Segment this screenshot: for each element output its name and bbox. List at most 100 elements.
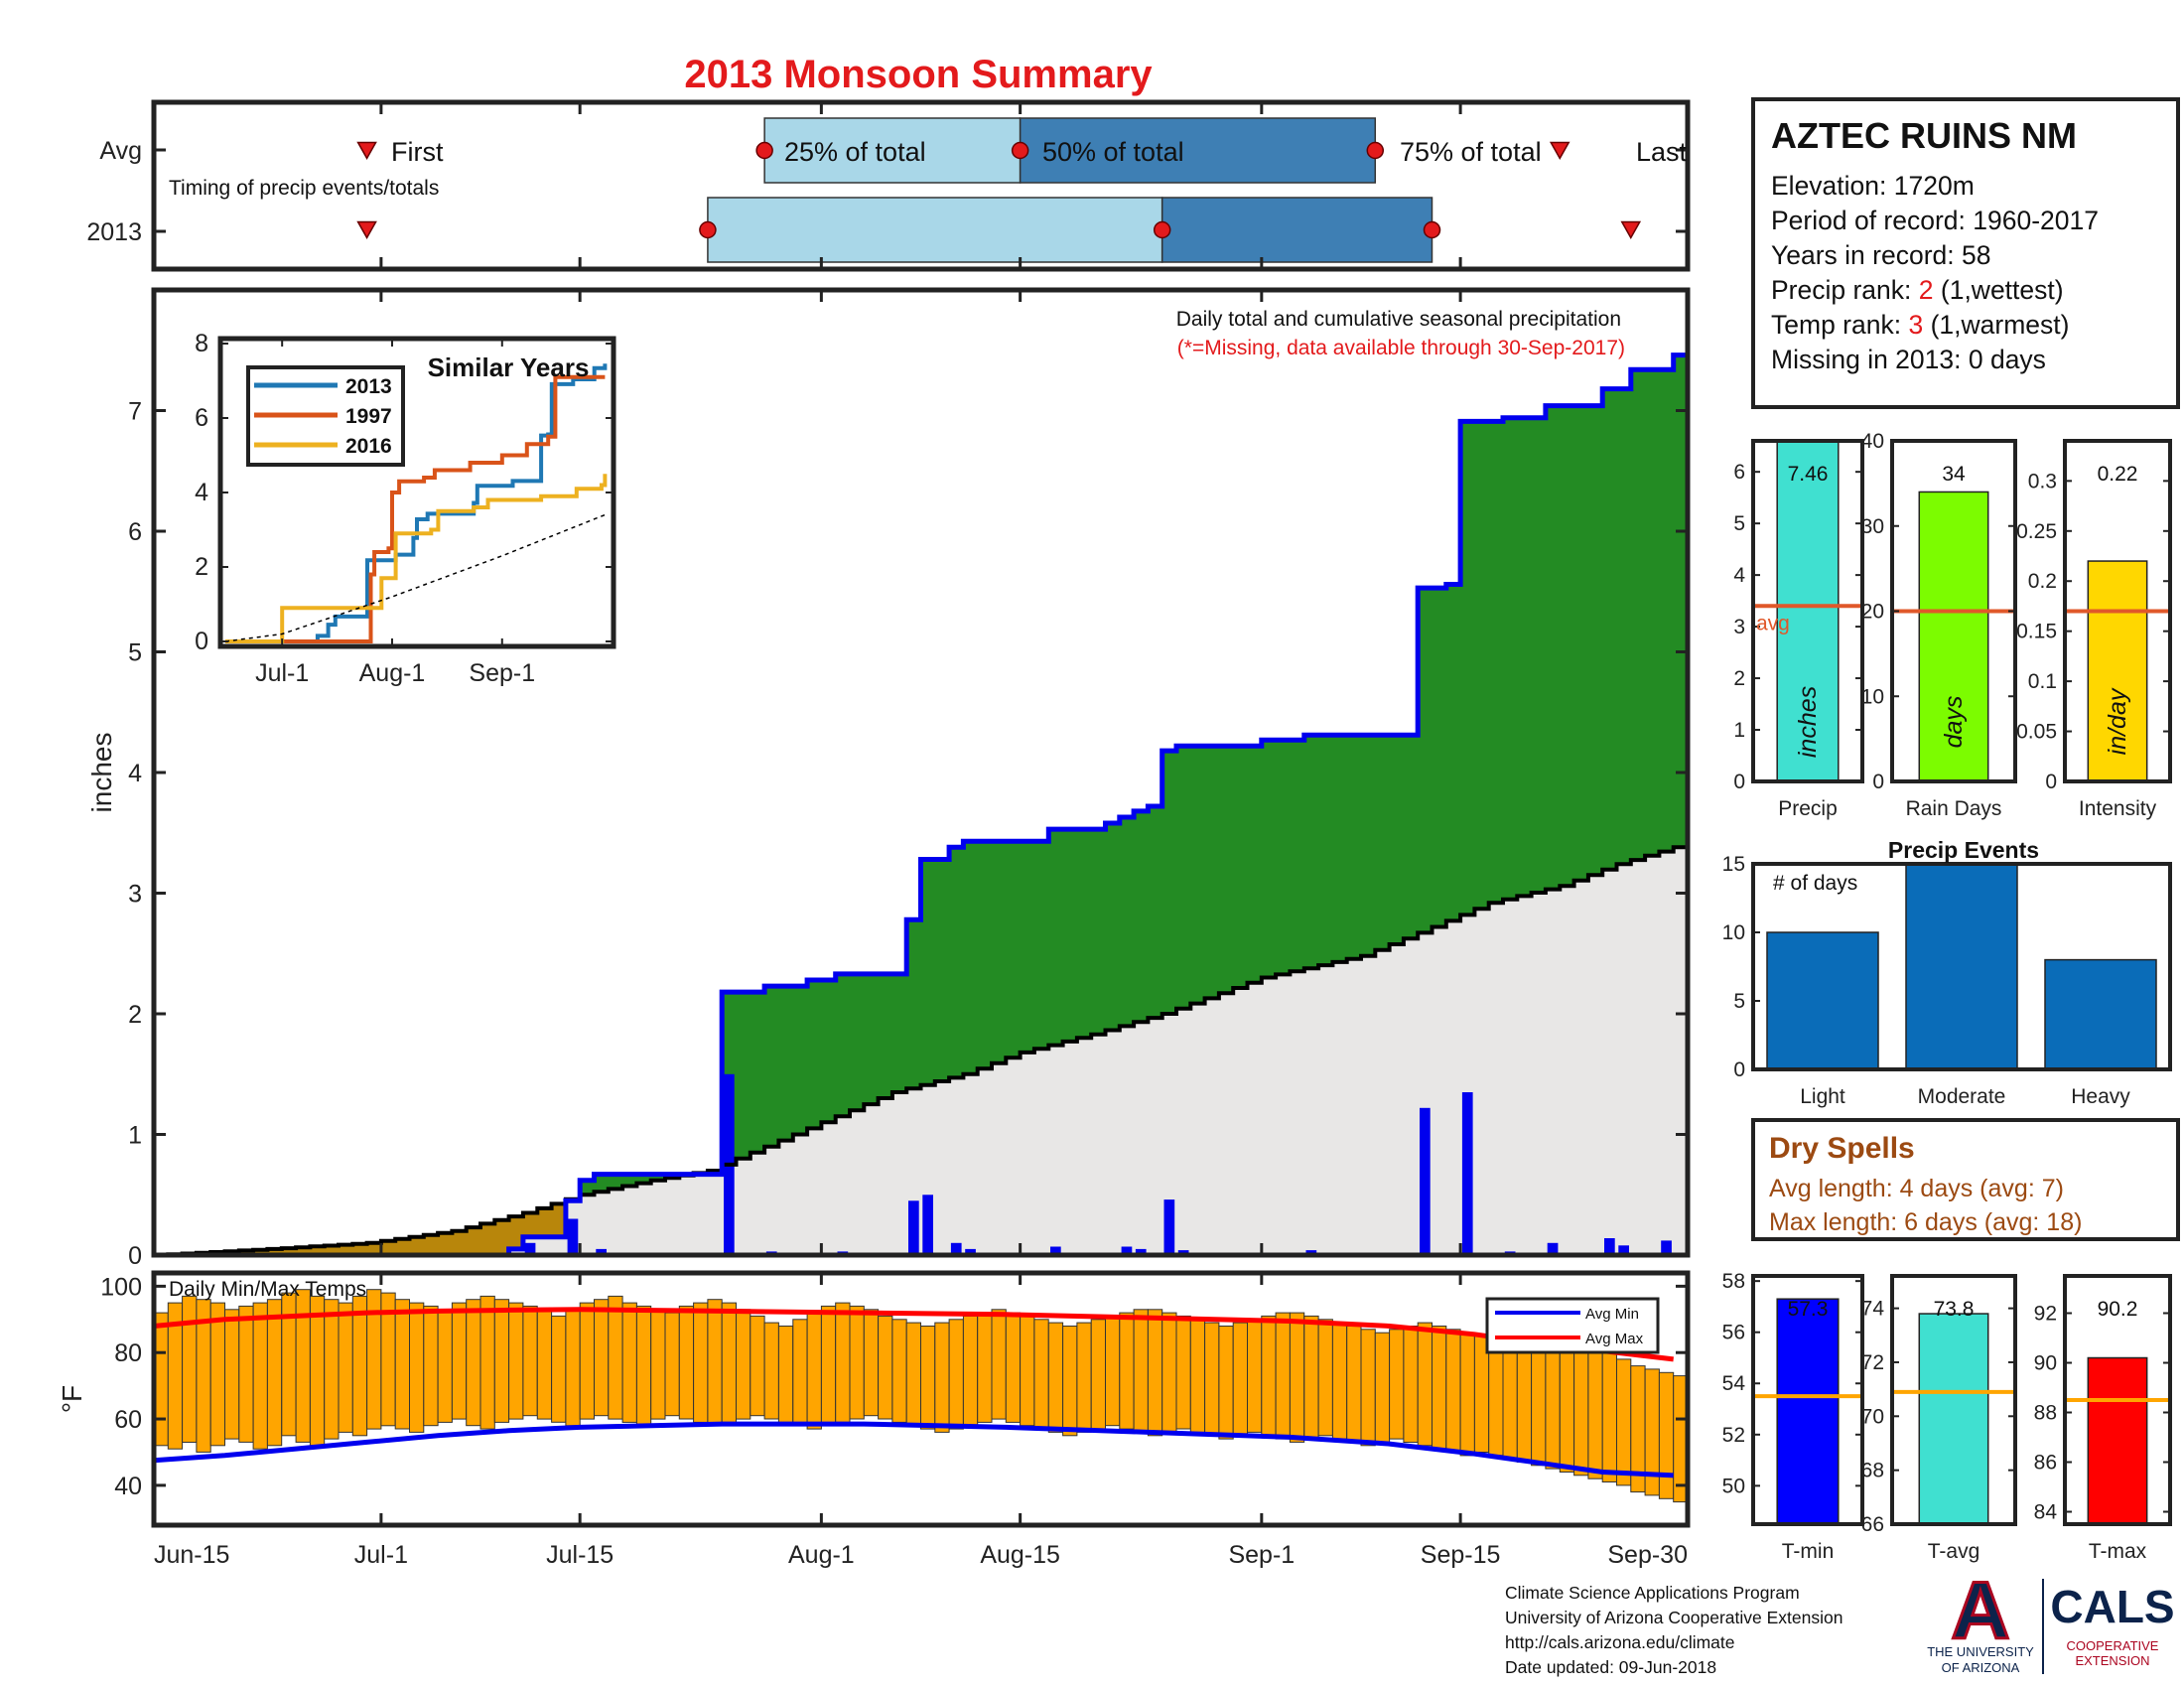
temp-ytick-label-80: 80 <box>114 1339 142 1367</box>
precip-missing-note: (*=Missing, data available through 30-Se… <box>1177 337 1625 359</box>
inset-title: Similar Years <box>428 352 590 382</box>
precip-panel-value-label: 7.46 <box>1788 463 1829 486</box>
temp-min-panel-ytick-label-52: 52 <box>1722 1424 1745 1447</box>
precip-panel-ytick-label-0: 0 <box>1733 771 1745 793</box>
inset-series-avg <box>224 513 606 642</box>
avg-p25-p50-box <box>763 117 1022 184</box>
temp-range-bar-39 <box>707 1299 723 1427</box>
temp-range-bar-29 <box>565 1309 581 1427</box>
event-bar-moderate <box>1905 863 2018 1070</box>
avg-p50-p75-box <box>1019 117 1377 184</box>
temp-max-panel-frame <box>2063 1274 2172 1526</box>
temp-range-bar-45 <box>792 1319 808 1427</box>
temp-range-bar-54 <box>920 1326 936 1430</box>
temp-range-bar-30 <box>579 1302 596 1420</box>
temp-range-bar-20 <box>437 1309 453 1423</box>
station-temp-rank: Temp rank: 3 (1,warmest) <box>1771 308 2160 343</box>
legend-label-1997: 1997 <box>345 405 392 428</box>
temp-range-bar-81 <box>1303 1315 1319 1440</box>
inset-ytick-label-2: 2 <box>195 553 208 581</box>
cals-logo-line2: EXTENSION <box>2075 1653 2149 1668</box>
precip-panel-ytick-label-6: 6 <box>1733 461 1745 484</box>
station-info-box: AZTEC RUINS NM Elevation: 1720m Period o… <box>1751 97 2180 409</box>
y2013-last-marker <box>1620 220 1642 240</box>
temp-range-bar-32 <box>608 1295 623 1420</box>
temp-y-ticks: 40 60 80 100 <box>100 1273 1688 1500</box>
credits-line-4: Date updated: 09-Jun-2018 <box>1505 1657 1717 1677</box>
temp-range-bar-61 <box>1020 1315 1035 1427</box>
below-average-area <box>168 1198 581 1255</box>
inset-series-2016 <box>225 474 608 643</box>
credits-line-3[interactable]: http://cals.arizona.edu/climate <box>1505 1632 1735 1652</box>
temp-range-bar-41 <box>736 1309 751 1420</box>
temp-range-bar-101 <box>1587 1348 1603 1479</box>
ua-logo-line2: OF ARIZONA <box>1942 1660 2020 1675</box>
precip-panel-ytick-label-5: 5 <box>1733 512 1745 535</box>
temp-range-bar-33 <box>621 1302 637 1423</box>
temp-min-panel-value-label: 57.3 <box>1788 1298 1829 1321</box>
temp-range-bar-72 <box>1175 1315 1191 1430</box>
temp-range-bar-98 <box>1545 1338 1561 1470</box>
temp-legend-box <box>1485 1297 1660 1354</box>
precip-ytick-label-7: 7 <box>128 398 142 426</box>
raindays-panel-unit-label: days <box>1940 696 1968 749</box>
precip-panel-frame <box>1751 439 1864 783</box>
inset-ytick-label-6: 6 <box>195 404 208 432</box>
temp-range-bar-34 <box>635 1305 652 1427</box>
temp-range-bar-59 <box>991 1309 1007 1420</box>
temp-min-panel-ytick-label-50: 50 <box>1722 1475 1745 1497</box>
precip-events-y-label: # of days <box>1773 872 1857 895</box>
date-tick-label-1: Jul-1 <box>354 1541 408 1569</box>
intensity-panel-ytick-label-0.05: 0.05 <box>2016 721 2057 744</box>
credits-block: Climate Science Applications Program Uni… <box>1505 1581 1843 1680</box>
temp-max-panel-value-label: 90.2 <box>2098 1298 2138 1321</box>
temp-avg-panel-frame <box>1890 1274 2017 1526</box>
intensity-panel-frame <box>2063 439 2172 783</box>
temp-range-bar-87 <box>1389 1329 1405 1440</box>
temp-range-bar-102 <box>1601 1351 1617 1482</box>
temp-range-bar-5 <box>224 1309 240 1440</box>
avg-min-line <box>153 1421 1674 1478</box>
cals-logo-line1: COOPERATIVE <box>2067 1638 2159 1653</box>
temp-range-bar-49 <box>849 1305 865 1420</box>
temp-range-bar-96 <box>1516 1338 1533 1464</box>
dry-spells-max-length: Max length: 6 days (avg: 18) <box>1769 1208 2083 1236</box>
intensity-panel-ytick-label-0.2: 0.2 <box>2028 570 2057 593</box>
temp-range-bar-92 <box>1459 1332 1475 1457</box>
temp-panel: 40 60 80 100 °F Daily Min/Max Temps Avg Min… <box>57 1270 1691 1528</box>
temp-range-bar-63 <box>1047 1322 1064 1433</box>
temp-range-bar-76 <box>1232 1322 1248 1437</box>
credits-line-1: Climate Science Applications Program <box>1505 1583 1800 1603</box>
dry-spells-avg-length: Avg length: 4 days (avg: 7) <box>1769 1175 2064 1202</box>
temp-range-bar-69 <box>1133 1309 1149 1434</box>
temp-range-bar-67 <box>1105 1315 1121 1427</box>
avg-max-label: Avg Max <box>1585 1331 1644 1347</box>
date-axis: Jun-15 Jul-1 Jul-15 Aug-1 Aug-15 Sep-1 Sep-15 S… <box>152 102 1690 1569</box>
temp-min-panel-frame <box>1751 1274 1864 1526</box>
event-category-label-0: Light <box>1800 1085 1845 1108</box>
y2013-p50-p75-box <box>1160 197 1433 263</box>
temp-ytick-label-100: 100 <box>100 1273 142 1301</box>
daily-precip-bar-22 <box>1661 1240 1672 1255</box>
inset-xtick-label-2: Sep-1 <box>469 659 535 687</box>
temp-range-bar-42 <box>750 1315 765 1417</box>
precip-panel-category-label: Precip <box>1778 797 1838 820</box>
station-elevation: Elevation: 1720m <box>1771 171 1975 201</box>
temp-range-bar-12 <box>324 1299 340 1440</box>
event-ytick-label-0: 0 <box>1733 1058 1745 1081</box>
dry-spells-title: Dry Spells <box>1769 1132 1915 1165</box>
temp-range-bar-66 <box>1090 1319 1106 1430</box>
precip-y-label: inches <box>86 733 117 813</box>
precip-rank-prefix: Precip rank: <box>1771 275 1919 305</box>
event-category-label-1: Moderate <box>1918 1085 2006 1108</box>
precip-panel-unit-label: inches <box>1794 686 1822 758</box>
temp-range-bar-94 <box>1488 1338 1504 1457</box>
temp-max-panel-ytick-label-86: 86 <box>2034 1452 2057 1475</box>
precip-events-frame <box>1751 862 2172 1071</box>
temp-min-panel-bar <box>1776 1298 1840 1525</box>
temp-range-bar-70 <box>1147 1309 1163 1437</box>
date-tick-label-2: Jul-15 <box>546 1541 614 1569</box>
temp-max-panel-ytick-label-90: 90 <box>2034 1352 2057 1375</box>
temp-min-panel-category-label: T-min <box>1782 1540 1835 1563</box>
temp-range-bar-21 <box>451 1302 468 1420</box>
